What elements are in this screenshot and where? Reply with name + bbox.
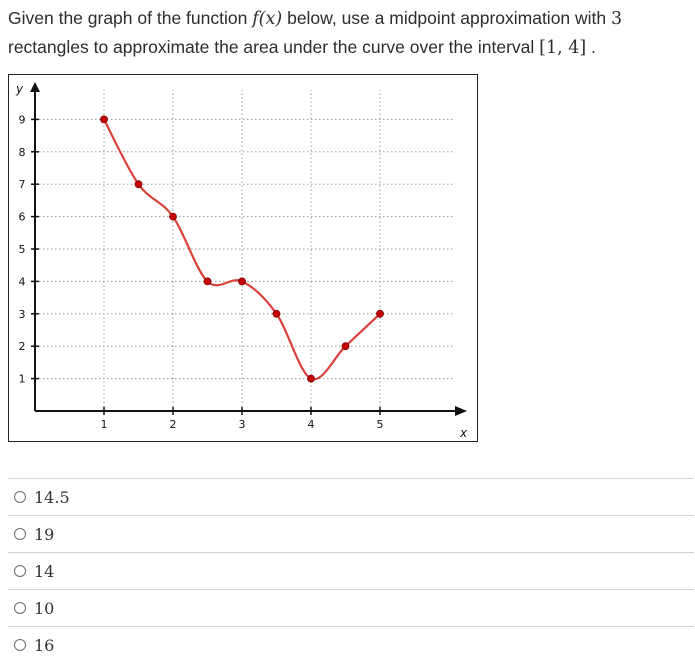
y-tick-label: 5 [19, 243, 26, 256]
data-point [100, 115, 108, 124]
question-part-3: rectangles to approximate the area under… [8, 37, 540, 57]
data-point [307, 374, 315, 383]
y-axis-arrow [30, 82, 40, 92]
rectangle-count: 3 [611, 9, 623, 29]
radio-button[interactable] [14, 602, 26, 614]
chart-svg: y x 1 2 3 4 5 6 7 8 9 1 2 3 4 5 [8, 74, 478, 442]
y-axis-label: y [15, 82, 24, 96]
x-axis-label: x [459, 426, 468, 440]
y-tick-label: 9 [19, 113, 26, 126]
function-notation: f(x) [252, 9, 283, 29]
x-tick-label: 3 [239, 418, 246, 431]
interval-notation: [1, 4] [539, 38, 587, 58]
x-tick-label: 4 [308, 418, 315, 431]
option-label: 19 [34, 524, 55, 544]
x-tick-label: 2 [170, 418, 177, 431]
data-point [238, 277, 246, 286]
y-tick-label: 2 [19, 340, 26, 353]
data-point [134, 180, 143, 189]
data-point [203, 277, 212, 286]
x-axis-arrow [455, 406, 467, 416]
option-19[interactable]: 19 [8, 515, 694, 552]
y-tick-label: 1 [19, 373, 26, 386]
chart-ticks: 1 2 3 4 5 6 7 8 9 1 2 3 4 5 [19, 113, 384, 431]
option-14[interactable]: 14 [8, 552, 694, 589]
question-part-4: . [586, 37, 596, 57]
data-point [341, 342, 350, 351]
chart-grid [35, 90, 455, 411]
function-graph: y x 1 2 3 4 5 6 7 8 9 1 2 3 4 5 [8, 74, 478, 442]
data-point [272, 309, 281, 318]
y-tick-label: 6 [19, 211, 26, 224]
radio-button[interactable] [14, 491, 26, 503]
option-10[interactable]: 10 [8, 589, 694, 626]
option-16[interactable]: 16 [8, 626, 694, 663]
data-point [376, 309, 384, 318]
radio-button[interactable] [14, 528, 26, 540]
option-label: 16 [34, 635, 55, 655]
x-tick-label: 1 [101, 418, 108, 431]
radio-button[interactable] [14, 639, 26, 651]
answer-options: 14.5 19 14 10 16 [8, 478, 694, 663]
y-tick-label: 7 [19, 178, 26, 191]
radio-button[interactable] [14, 565, 26, 577]
y-tick-label: 8 [19, 146, 26, 159]
option-label: 14.5 [34, 487, 70, 507]
data-point [169, 212, 177, 221]
question-part-2: below, use a midpoint approximation with [282, 8, 612, 28]
chart-frame [8, 74, 478, 442]
x-tick-label: 5 [377, 418, 384, 431]
y-tick-label: 3 [19, 308, 26, 321]
question-part-1: Given the graph of the function [8, 8, 253, 28]
option-label: 10 [34, 598, 55, 618]
question-text: Given the graph of the function f(x) bel… [8, 4, 688, 62]
option-label: 14 [34, 561, 55, 581]
option-14-5[interactable]: 14.5 [8, 478, 694, 515]
y-tick-label: 4 [19, 275, 26, 288]
points-layer [100, 115, 384, 383]
